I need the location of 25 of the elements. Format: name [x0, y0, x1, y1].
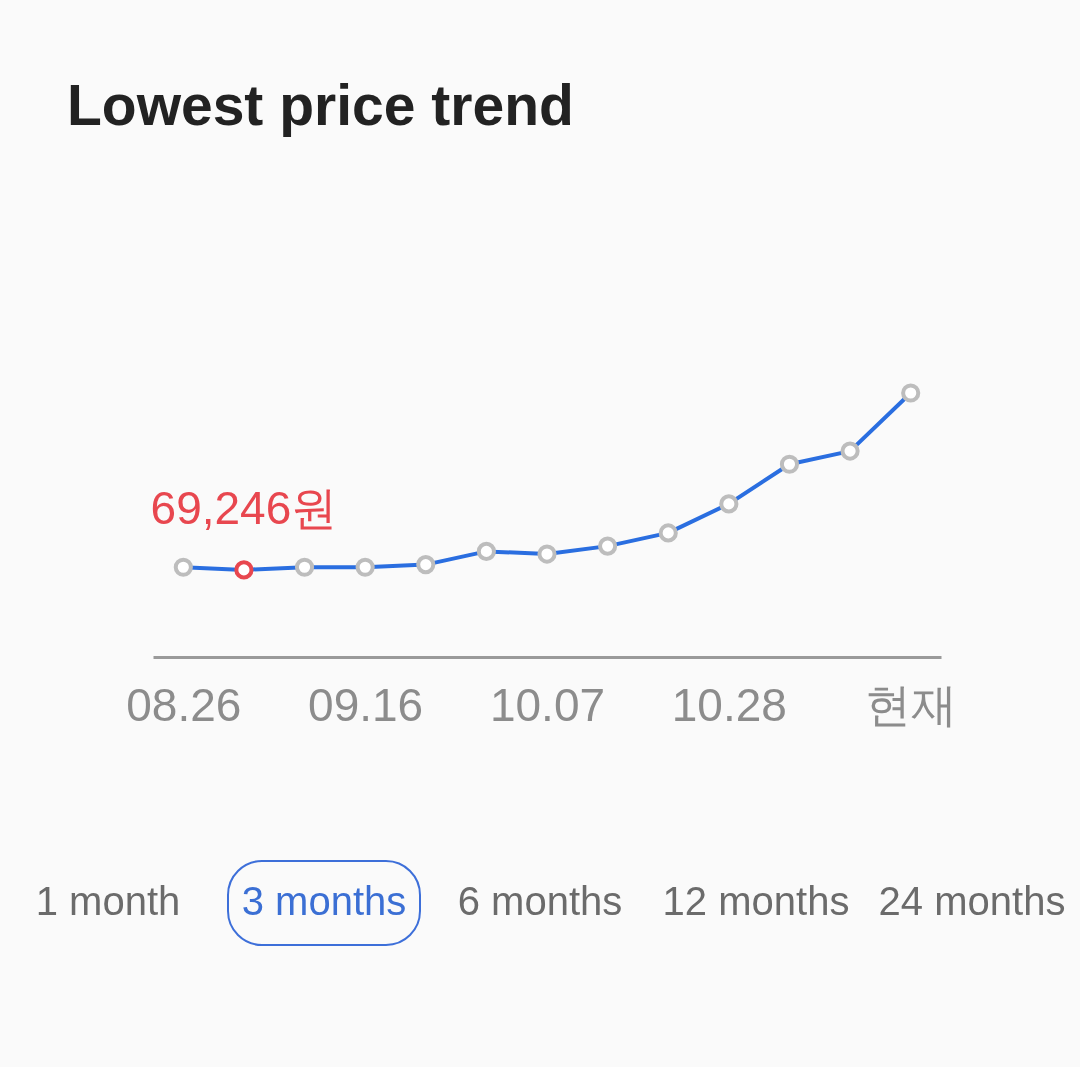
x-tick-label: 10.07 [489, 678, 606, 731]
text: 12 months [662, 879, 850, 923]
x-tick-label: 10.28 [671, 678, 787, 731]
point [901, 383, 921, 403]
point [719, 494, 739, 514]
annotation: 69,246원 [150, 481, 338, 534]
x-tick-label: 09.16 [308, 678, 424, 731]
point [598, 536, 618, 556]
x-tick-label: 08.26 [126, 678, 242, 731]
point [173, 557, 193, 577]
point [658, 523, 678, 543]
point [234, 560, 254, 580]
text: 6 months [457, 879, 623, 923]
text: 24 months [878, 879, 1066, 923]
point [840, 441, 860, 461]
point [355, 557, 375, 577]
point [294, 557, 315, 577]
text: 1 month [35, 879, 181, 923]
x-tick-label: 현재 [865, 678, 958, 731]
text: 3 months [241, 879, 407, 923]
chart-title: Lowest price trend [67, 73, 574, 137]
point [779, 454, 800, 474]
point [416, 555, 436, 575]
point [537, 544, 557, 564]
point [476, 541, 496, 561]
